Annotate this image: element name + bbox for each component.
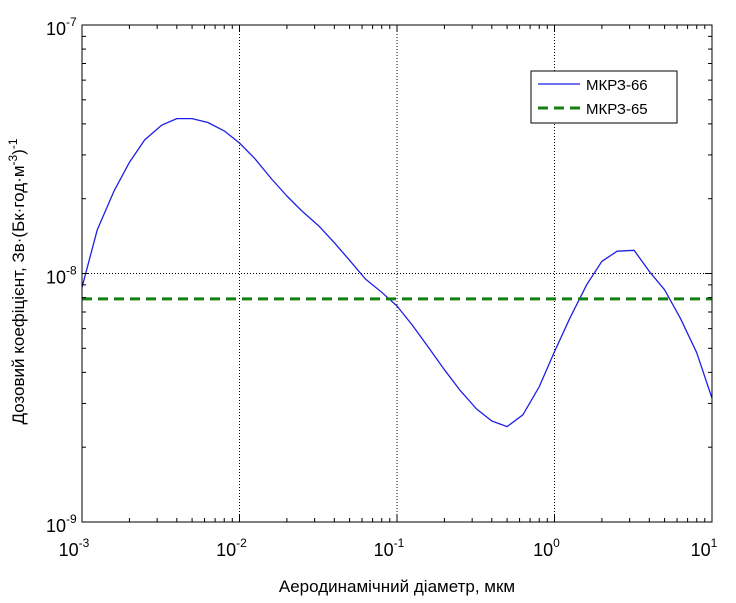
x-tick-label: 101 — [691, 536, 718, 560]
x-axis-title: Аеродинамічний діаметр, мкм — [279, 577, 515, 596]
legend-label-mkrz-65: МКРЗ-65 — [586, 101, 648, 118]
y-tick-label: 10-7 — [46, 15, 77, 39]
legend: МКРЗ-66 МКРЗ-65 — [530, 70, 678, 124]
x-tick-label: 10-3 — [59, 536, 90, 560]
y-axis-title: Дозовий коефіцієнт, Зв·(Бк·год·м-3)-1 — [6, 138, 28, 424]
series-line-0 — [81, 117, 713, 428]
y-tick-label: 10-8 — [46, 264, 77, 288]
axis-ticks: 10-3 10-2 10-1 100 101 10-9 10-8 10-7 — [46, 15, 718, 560]
x-tick-label: 100 — [533, 536, 560, 560]
series-layer — [81, 117, 713, 428]
y-axis-title-middle: ) — [9, 149, 28, 155]
y-axis-title-exp1: -3 — [6, 154, 20, 165]
x-tick-label: 10-1 — [374, 536, 405, 560]
legend-label-mkrz-66: МКРЗ-66 — [586, 77, 648, 94]
y-axis-title-prefix: Дозовий коефіцієнт, Зв·(Бк·год·м — [9, 165, 28, 424]
x-tick-label: 10-2 — [216, 536, 247, 560]
y-tick-label: 10-9 — [46, 512, 77, 536]
legend-box — [530, 70, 678, 124]
y-axis-title-exp2: -1 — [6, 138, 20, 149]
grid — [82, 25, 712, 522]
